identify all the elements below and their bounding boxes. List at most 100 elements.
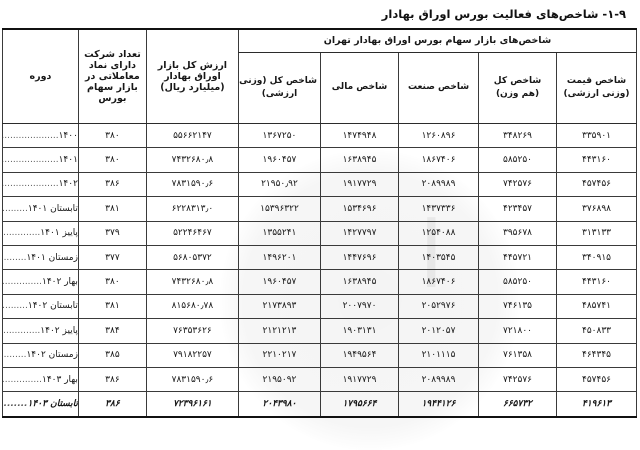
column-header-period: دوره	[1, 29, 79, 124]
table-body: ۳۳۵۹۰۱ ۳۴۸۲۶۹ ۱۲۶۰۸۹۶ ۱۴۷۴۹۴۸ ۱۳۶۷۲۵۰ ۵۵۶۶۲۱۴…	[1, 122, 637, 417]
cell-firms: ۳۸۶	[77, 391, 147, 417]
cell-industry: ۱۸۶۷۴۰۶	[398, 269, 479, 295]
period-label: ۱۴۰۱	[58, 155, 78, 166]
table-row: ۴۶۴۳۴۵ ۷۶۱۳۵۸ ۲۱۰۱۱۱۵ ۱۹۴۹۵۶۴ ۲۲۱۰۲۱۷ ۷۹۱۸۲۲۵…	[1, 342, 637, 368]
column-header-market-value: ارزش کل بازار اوراق بهادار (میلیارد ریال…	[145, 29, 239, 124]
cell-firms: ۳۸۰	[77, 147, 147, 173]
cell-period: بهار ۱۴۰۲...............................	[1, 269, 79, 295]
cell-firms: ۳۸۵	[77, 342, 147, 368]
table-row: ۳۴۰۹۱۵ ۴۴۵۷۲۱ ۱۴۰۳۵۴۵ ۱۴۴۷۶۹۶ ۱۴۹۶۲۰۱ ۵۶۸۰۵۳۷…	[1, 244, 637, 271]
column-header-market-value-line-3: (میلیارد ریال)	[160, 81, 225, 93]
period-label: ۱۴۰۰	[58, 130, 78, 141]
cell-firms: ۳۷۹	[77, 220, 147, 246]
table-group-header-row: شاخص‌های بازار سهام بورس اوراق بهادار ته…	[1, 29, 638, 124]
cell-industry: ۱۴۰۳۵۴۵	[398, 244, 479, 271]
cell-industry: ۲۰۱۲۰۵۷	[398, 318, 479, 344]
cell-market-value: ۷۸۳۱۵۹۰٫۶	[145, 366, 239, 393]
cell-price-index: ۴۶۴۳۴۵	[556, 342, 637, 368]
column-header-price-index: شاخص قیمت (وزنی ارزشی)	[556, 52, 637, 124]
cell-equal-weight: ۷۴۲۵۷۶	[478, 171, 557, 198]
cell-financial: ۱۴۴۷۶۹۶	[320, 244, 399, 271]
cell-price-index: ۳۳۵۹۰۱	[556, 122, 637, 149]
document-title-bar: ۱-۹- شاخص‌های فعالیت بورس اوراق بهادار	[0, 0, 640, 28]
cell-financial: ۱۶۳۸۹۴۵	[320, 147, 399, 173]
cell-period: زمستان ۱۴۰۲...........................	[1, 342, 79, 368]
cell-total-index: ۱۹۶۰۴۵۷	[237, 147, 322, 173]
cell-equal-weight: ۶۶۵۷۳۲	[478, 391, 557, 417]
period-label: تابستان ۱۴۰۳	[27, 398, 78, 409]
document-page: ۱-۹- شاخص‌های فعالیت بورس اوراق بهادار ش…	[0, 0, 640, 418]
period-label: بهار ۱۴۰۳	[41, 374, 78, 385]
table-row: ۴۴۳۱۶۰ ۵۸۵۲۵۰ ۱۸۶۷۴۰۶ ۱۶۳۸۹۴۵ ۱۹۶۰۴۵۷ ۷۴۳۲۶۸۰…	[1, 147, 637, 173]
period-label: زمستان ۱۴۰۱	[26, 252, 78, 263]
cell-period: ۱۴۰۲....................................…	[1, 171, 79, 198]
table-row: ۴۸۵۷۴۱ ۷۴۶۱۳۵ ۲۰۵۲۹۷۶ ۲۰۰۷۹۷۰ ۲۱۷۳۸۹۳ ۸۱۵۶۸۰٫…	[1, 293, 637, 320]
period-leader-dots: ...............................	[3, 228, 41, 239]
cell-firms: ۳۷۷	[77, 244, 147, 271]
cell-market-value: ۵۵۶۶۲۱۴۷	[145, 122, 239, 149]
period-leader-dots: ...................	[3, 398, 28, 409]
cell-total-index: ۱۹۶۰۴۵۷	[237, 269, 322, 295]
cell-market-value: ۶۲۲۸۳۱۳٫۰	[145, 196, 239, 222]
cell-financial: ۱۵۳۴۶۹۶	[320, 196, 399, 222]
column-header-industry-index: شاخص صنعت	[398, 52, 479, 124]
period-leader-dots: ...........................	[3, 252, 27, 263]
cell-period: ۱۴۰۱....................................…	[1, 147, 79, 173]
page-title: ۱-۹- شاخص‌های فعالیت بورس اوراق بهادار	[381, 7, 626, 21]
group-header-tehran-stock-market: شاخص‌های بازار سهام بورس اوراق بهادار ته…	[237, 29, 638, 53]
cell-period: ۱۴۰۰....................................…	[1, 122, 79, 149]
cell-total-index: ۲۲۱۰۲۱۷	[237, 342, 322, 368]
cell-price-index: ۴۵۷۴۵۶	[556, 171, 637, 198]
cell-total-index: ۱۴۹۶۲۰۱	[237, 244, 322, 271]
period-label: تابستان ۱۴۰۱	[27, 203, 78, 214]
cell-financial: ۱۷۹۵۶۶۴	[320, 391, 399, 417]
column-header-total-index: شاخص کل (وزنی ارزشی)	[237, 52, 322, 124]
securities-market-indicators-table: شاخص‌های بازار سهام بورس اوراق بهادار ته…	[1, 28, 638, 418]
cell-equal-weight: ۷۶۱۳۵۸	[478, 342, 557, 368]
cell-price-index: ۴۵۰۸۳۳	[556, 318, 637, 344]
cell-period: زمستان ۱۴۰۱...........................	[1, 244, 79, 271]
cell-equal-weight: ۴۲۳۴۵۷	[478, 196, 557, 222]
cell-industry: ۱۲۵۴۰۸۸	[398, 220, 479, 246]
period-leader-dots: ......................................	[3, 130, 59, 141]
period-leader-dots: ......................................	[3, 179, 59, 190]
table-row: ۴۵۷۴۵۶ ۷۴۲۵۷۶ ۲۰۸۹۹۸۹ ۱۹۱۷۷۲۹ ۲۱۹۵۰۹۲ ۷۸۳۱۵۹۰…	[1, 366, 637, 393]
column-header-firms-count: تعداد شرکت دارای نماد معاملاتی در بازار …	[77, 29, 147, 124]
cell-equal-weight: ۴۴۵۷۲۱	[478, 244, 557, 271]
cell-market-value: ۷۲۳۹۶۱۶۱	[145, 391, 239, 417]
cell-firms: ۳۸۱	[77, 196, 147, 222]
column-header-price-index-line-2: (وزنی ارزشی)	[563, 89, 630, 99]
period-label: بهار ۱۴۰۲	[41, 277, 78, 288]
cell-equal-weight: ۵۸۵۲۵۰	[478, 147, 557, 173]
period-leader-dots: ..........................	[2, 203, 28, 214]
column-header-equal-weight-index: شاخص کل (هم وزن)	[478, 52, 557, 124]
column-header-equal-weight-index-line-2: (هم وزن)	[495, 89, 540, 99]
period-label: ۱۴۰۲	[58, 179, 78, 190]
cell-firms: ۳۸۶	[77, 366, 147, 393]
cell-total-index: ۲۱۲۱۲۱۳	[237, 318, 322, 344]
cell-financial: ۱۹۱۷۷۲۹	[320, 171, 399, 198]
cell-firms: ۳۸۰	[77, 269, 147, 295]
column-header-firms-count-line-4: در بازار سهام	[85, 70, 138, 93]
cell-price-index: ۴۴۳۱۶۰	[556, 269, 637, 295]
cell-total-index: ۱۳۶۷۲۵۰	[237, 122, 322, 149]
column-header-firms-count-line-5: بورس	[98, 92, 127, 104]
period-leader-dots: ...............................	[2, 374, 42, 385]
period-label: تابستان ۱۴۰۲	[27, 301, 78, 312]
cell-industry: ۱۹۴۴۱۲۶	[398, 391, 479, 417]
cell-firms: ۳۸۶	[77, 171, 147, 198]
cell-industry: ۱۸۶۷۴۰۶	[398, 147, 479, 173]
cell-period: بهار ۱۴۰۳...............................	[1, 366, 79, 393]
cell-total-index: ۲۱۹۵۰٫۹۲	[237, 171, 322, 198]
column-header-total-index-line-1: شاخص کل (وزنی	[239, 75, 317, 86]
table-row: ۴۱۹۶۱۳ ۶۶۵۷۳۲ ۱۹۴۴۱۲۶ ۱۷۹۵۶۶۴ ۲۰۴۳۹۸۰ ۷۲۳۹۶۱۶…	[1, 391, 637, 417]
cell-period: تابستان ۱۴۰۳...................	[1, 391, 79, 417]
cell-firms: ۳۸۰	[77, 122, 147, 149]
cell-equal-weight: ۵۸۵۲۵۰	[478, 269, 557, 295]
column-header-financial-index-line-1: شاخص مالی	[331, 82, 388, 93]
column-header-market-value-line-1: ارزش کل بازار	[157, 59, 228, 71]
cell-industry: ۱۲۶۰۸۹۶	[398, 122, 479, 149]
cell-price-index: ۳۷۶۸۹۸	[556, 196, 637, 222]
cell-market-value: ۵۶۸۰۵۳۷۲	[145, 244, 239, 271]
cell-price-index: ۴۵۷۴۵۶	[556, 366, 637, 393]
